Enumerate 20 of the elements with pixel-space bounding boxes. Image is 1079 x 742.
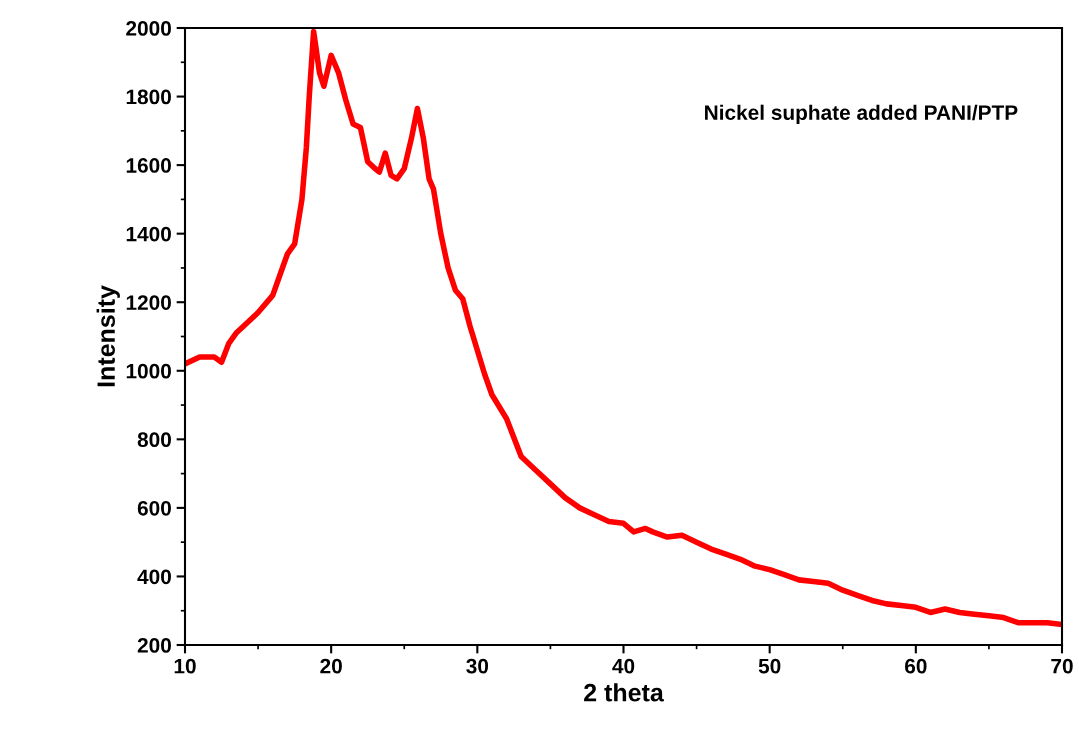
x-tick-label: 70 xyxy=(1051,658,1073,674)
y-tick-label: 1000 xyxy=(126,363,171,379)
x-tick-label: 20 xyxy=(320,658,342,674)
x-tick-label: 10 xyxy=(174,658,196,674)
y-tick-label: 1600 xyxy=(126,158,171,173)
y-axis-title: Intensity xyxy=(96,285,120,387)
x-tick-label: 50 xyxy=(758,658,781,674)
x-tick-label: 30 xyxy=(466,658,489,674)
x-axis-title: 2 theta xyxy=(584,683,664,702)
y-tick-label: 800 xyxy=(137,432,171,448)
y-tick-label: 400 xyxy=(137,569,171,585)
y-tick-label: 1400 xyxy=(126,226,171,242)
annotation: Nickel suphate added PANI/PTP xyxy=(705,104,1018,125)
y-tick-label: 1800 xyxy=(126,89,171,105)
x-tick-label: 40 xyxy=(612,658,635,674)
x-tick-label: 60 xyxy=(905,658,927,674)
y-tick-label: 600 xyxy=(137,500,171,516)
y-tick-label: 2000 xyxy=(126,21,171,36)
y-tick-label: 200 xyxy=(137,638,171,653)
y-tick-label: 1200 xyxy=(126,295,171,310)
